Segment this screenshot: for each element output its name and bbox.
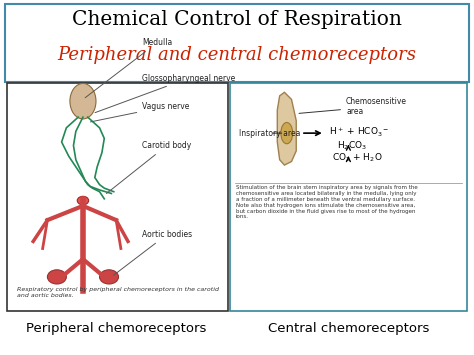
Text: Respiratory control by peripheral chemoreceptors in the carotid
and aortic bodie: Respiratory control by peripheral chemor… xyxy=(17,288,219,298)
FancyBboxPatch shape xyxy=(230,83,467,311)
Circle shape xyxy=(77,196,89,205)
Ellipse shape xyxy=(281,122,292,144)
Text: Stimulation of the brain stem inspiratory area by signals from the
chemosensitiv: Stimulation of the brain stem inspirator… xyxy=(236,185,417,219)
Ellipse shape xyxy=(47,270,66,284)
Text: Aortic bodies: Aortic bodies xyxy=(114,230,192,275)
Text: Inspiratory area: Inspiratory area xyxy=(239,129,301,138)
Text: H$_2$CO$_3$: H$_2$CO$_3$ xyxy=(337,139,366,152)
Text: H$^+$ + HCO$_3$$^-$: H$^+$ + HCO$_3$$^-$ xyxy=(329,126,390,139)
Text: Chemical Control of Respiration: Chemical Control of Respiration xyxy=(72,10,402,29)
Text: Peripheral and central chemoreceptors: Peripheral and central chemoreceptors xyxy=(57,46,417,64)
Text: Carotid body: Carotid body xyxy=(107,141,191,193)
Ellipse shape xyxy=(100,270,118,284)
Text: Chemosensitive
area: Chemosensitive area xyxy=(299,97,407,116)
Text: CO$_2$ + H$_2$O: CO$_2$ + H$_2$O xyxy=(332,152,383,164)
Ellipse shape xyxy=(70,83,96,119)
Text: Vagus nerve: Vagus nerve xyxy=(91,102,190,122)
FancyBboxPatch shape xyxy=(7,83,228,311)
Polygon shape xyxy=(277,92,296,165)
Text: Peripheral chemoreceptors: Peripheral chemoreceptors xyxy=(26,322,206,335)
Text: Glossopharyngeal nerve: Glossopharyngeal nerve xyxy=(95,73,236,113)
FancyBboxPatch shape xyxy=(5,4,469,82)
Text: Medulla: Medulla xyxy=(85,38,173,98)
Text: Central chemoreceptors: Central chemoreceptors xyxy=(268,322,429,335)
